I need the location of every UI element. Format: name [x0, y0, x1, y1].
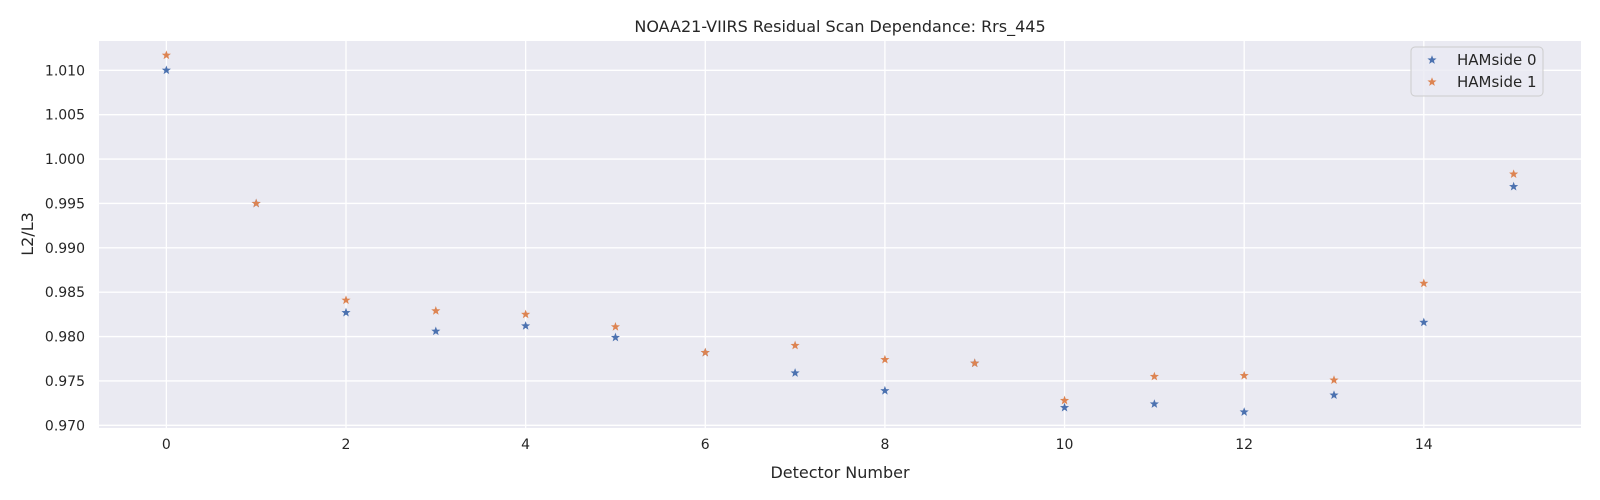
data-point: [1149, 371, 1159, 381]
y-tick-label: 0.995: [45, 196, 85, 212]
legend-label: HAMside 0: [1457, 51, 1537, 69]
data-point: [161, 65, 171, 75]
x-axis-ticks: 0 2 4 6 8 10 12 14: [162, 437, 1433, 453]
data-point: [341, 295, 351, 305]
y-tick-label: 1.000: [45, 152, 85, 168]
data-point: [1059, 402, 1070, 412]
data-point: [521, 309, 531, 319]
y-tick-label: 0.970: [45, 418, 85, 434]
data-point: [610, 332, 621, 342]
legend-label: HAMside 1: [1457, 73, 1537, 91]
data-point: [431, 326, 441, 336]
x-tick-label: 14: [1415, 437, 1433, 453]
series-1: [161, 50, 1519, 405]
legend: HAMside 0 HAMside 1: [1410, 46, 1544, 97]
x-tick-label: 8: [880, 437, 889, 453]
y-tick-label: 0.990: [45, 241, 85, 257]
chart-title: NOAA21-VIIRS Residual Scan Dependance: R…: [634, 17, 1045, 37]
data-point: [251, 198, 261, 208]
data-point: [1239, 407, 1249, 416]
data-point: [970, 358, 980, 368]
x-tick-label: 4: [521, 437, 530, 453]
data-point: [700, 347, 710, 357]
y-tick-label: 1.005: [45, 108, 85, 124]
y-tick-label: 0.975: [45, 374, 85, 390]
y-axis-label: L2/L3: [18, 212, 37, 256]
data-point: [1239, 370, 1249, 380]
data-point: [1419, 278, 1429, 288]
x-axis-label: Detector Number: [770, 463, 910, 482]
x-tick-label: 2: [342, 437, 351, 453]
legend-marker: [1427, 55, 1437, 64]
data-point: [1509, 169, 1519, 179]
data-point: [1509, 181, 1519, 191]
data-point: [610, 322, 621, 331]
data-point: [1329, 390, 1339, 400]
y-tick-label: 1.010: [45, 63, 85, 79]
data-point: [880, 354, 890, 364]
data-points: [161, 50, 1519, 416]
legend-box: [1410, 46, 1544, 97]
y-tick-label: 0.985: [45, 285, 85, 301]
legend-marker: [1427, 77, 1437, 86]
data-point: [341, 307, 351, 317]
data-point: [790, 368, 800, 377]
y-axis-ticks: 0.970 0.975 0.980 0.985 0.990 0.995 1.000 1.005…: [45, 63, 85, 434]
data-point: [161, 50, 171, 60]
data-point: [1059, 395, 1070, 405]
data-point: [1329, 375, 1339, 384]
data-point: [431, 306, 441, 315]
plot-area: [99, 41, 1581, 428]
data-point: [521, 321, 531, 330]
y-tick-label: 0.980: [45, 330, 85, 346]
data-point: [1419, 317, 1429, 327]
x-tick-label: 10: [1056, 437, 1074, 453]
x-tick-label: 12: [1235, 437, 1253, 453]
data-point: [1149, 399, 1159, 408]
data-point: [880, 385, 890, 395]
x-tick-label: 6: [701, 437, 710, 453]
data-point: [790, 340, 800, 350]
x-tick-label: 0: [162, 437, 171, 453]
